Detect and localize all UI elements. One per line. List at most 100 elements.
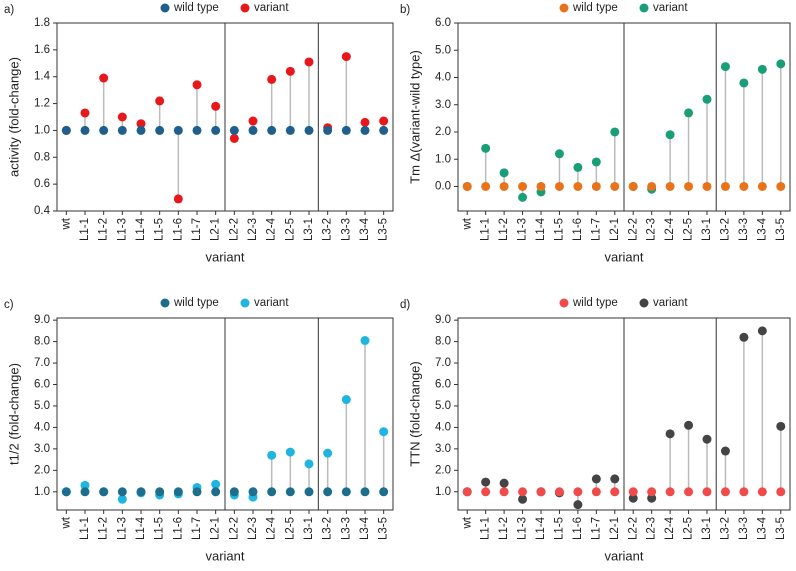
point	[610, 474, 620, 484]
x-tick-label: L3-1	[303, 218, 315, 241]
x-tick-label: L1-7	[590, 218, 602, 241]
point	[647, 181, 657, 191]
y-axis-title: TTN (fold-change)	[407, 361, 422, 466]
x-tick-label: L2-5	[683, 218, 695, 241]
point	[341, 395, 351, 405]
x-tick-label: L1-1	[480, 517, 492, 540]
legend-label: variant	[653, 2, 688, 14]
legend-label: variant	[254, 2, 289, 14]
x-tick-label: L3-2	[719, 517, 731, 540]
x-tick-label: L2-1	[210, 517, 222, 540]
y-tick-label: 2.0	[435, 464, 451, 476]
point	[776, 181, 786, 191]
point	[80, 480, 90, 490]
point	[80, 125, 90, 135]
point	[518, 487, 528, 497]
point	[304, 487, 314, 497]
point	[481, 477, 491, 487]
y-tick-label: 9.0	[435, 314, 451, 326]
point	[304, 459, 314, 469]
point	[99, 487, 109, 497]
point	[665, 181, 675, 191]
y-tick-label: 8.0	[435, 336, 451, 348]
point	[267, 125, 277, 135]
x-tick-label: L3-4	[359, 516, 371, 540]
x-tick-label: L1-5	[154, 517, 166, 540]
point	[536, 487, 546, 497]
y-tick-label: 7.0	[435, 357, 451, 369]
point	[536, 181, 546, 191]
x-tick-label: L3-2	[322, 517, 334, 540]
point	[499, 168, 509, 178]
y-tick-label: 2.0	[435, 126, 451, 138]
y-tick-label: 1.2	[34, 98, 50, 110]
point	[360, 117, 370, 127]
y-tick-label: 0.6	[34, 178, 50, 190]
point	[248, 487, 258, 497]
point	[518, 494, 528, 504]
point	[757, 64, 767, 74]
point	[776, 421, 786, 431]
x-tick-label: L1-6	[172, 517, 184, 540]
point	[665, 130, 675, 140]
x-tick-label: L1-2	[98, 218, 110, 241]
x-axis-title: variant	[205, 249, 244, 264]
point	[776, 59, 786, 69]
y-tick-label: 1.0	[34, 124, 50, 136]
point	[248, 125, 258, 135]
point	[192, 125, 202, 135]
point	[647, 493, 657, 503]
point	[285, 66, 295, 76]
point	[304, 57, 314, 67]
point	[591, 157, 601, 167]
legend-marker	[639, 3, 649, 13]
x-tick-label: L3-5	[775, 517, 787, 540]
point	[229, 133, 239, 143]
point	[757, 181, 767, 191]
x-tick-label: L1-3	[517, 517, 529, 540]
legend-marker	[639, 298, 649, 308]
x-tick-label: L3-1	[701, 517, 713, 540]
legend-label: variant	[254, 297, 289, 309]
y-tick-label: 9.0	[34, 314, 50, 326]
point	[591, 181, 601, 191]
point	[379, 116, 389, 126]
x-tick-label: L1-3	[517, 218, 529, 241]
x-axis-title: variant	[604, 548, 643, 563]
point	[155, 96, 165, 106]
point	[462, 487, 472, 497]
point	[720, 446, 730, 456]
y-tick-label: 5.0	[435, 400, 451, 412]
x-tick-label: wt	[461, 516, 473, 529]
point	[61, 125, 71, 135]
legend-marker	[559, 298, 569, 308]
point	[702, 94, 712, 104]
point	[591, 474, 601, 484]
x-tick-label: L1-4	[535, 217, 547, 241]
panel-label: d)	[400, 299, 410, 311]
point	[267, 74, 277, 84]
point	[684, 181, 694, 191]
y-tick-label: 6.0	[34, 379, 50, 391]
point	[554, 487, 564, 497]
x-tick-label: L2-4	[664, 516, 676, 540]
point	[155, 125, 165, 135]
x-tick-label: L2-4	[664, 217, 676, 241]
point	[684, 487, 694, 497]
x-tick-label: L2-3	[247, 517, 259, 540]
x-axis-title: variant	[604, 249, 643, 264]
point	[136, 487, 146, 497]
point	[554, 149, 564, 159]
y-tick-label: 1.0	[435, 486, 451, 498]
y-tick-label: 0.4	[34, 205, 51, 217]
point	[499, 181, 509, 191]
x-tick-label: L3-2	[322, 218, 334, 241]
legend-label: wild type	[572, 2, 618, 14]
x-tick-label: L1-2	[498, 218, 510, 241]
point	[665, 487, 675, 497]
legend-marker	[240, 3, 250, 13]
point	[720, 487, 730, 497]
x-tick-label: L1-4	[135, 217, 147, 241]
point	[757, 487, 767, 497]
x-tick-label: L3-3	[340, 517, 352, 540]
